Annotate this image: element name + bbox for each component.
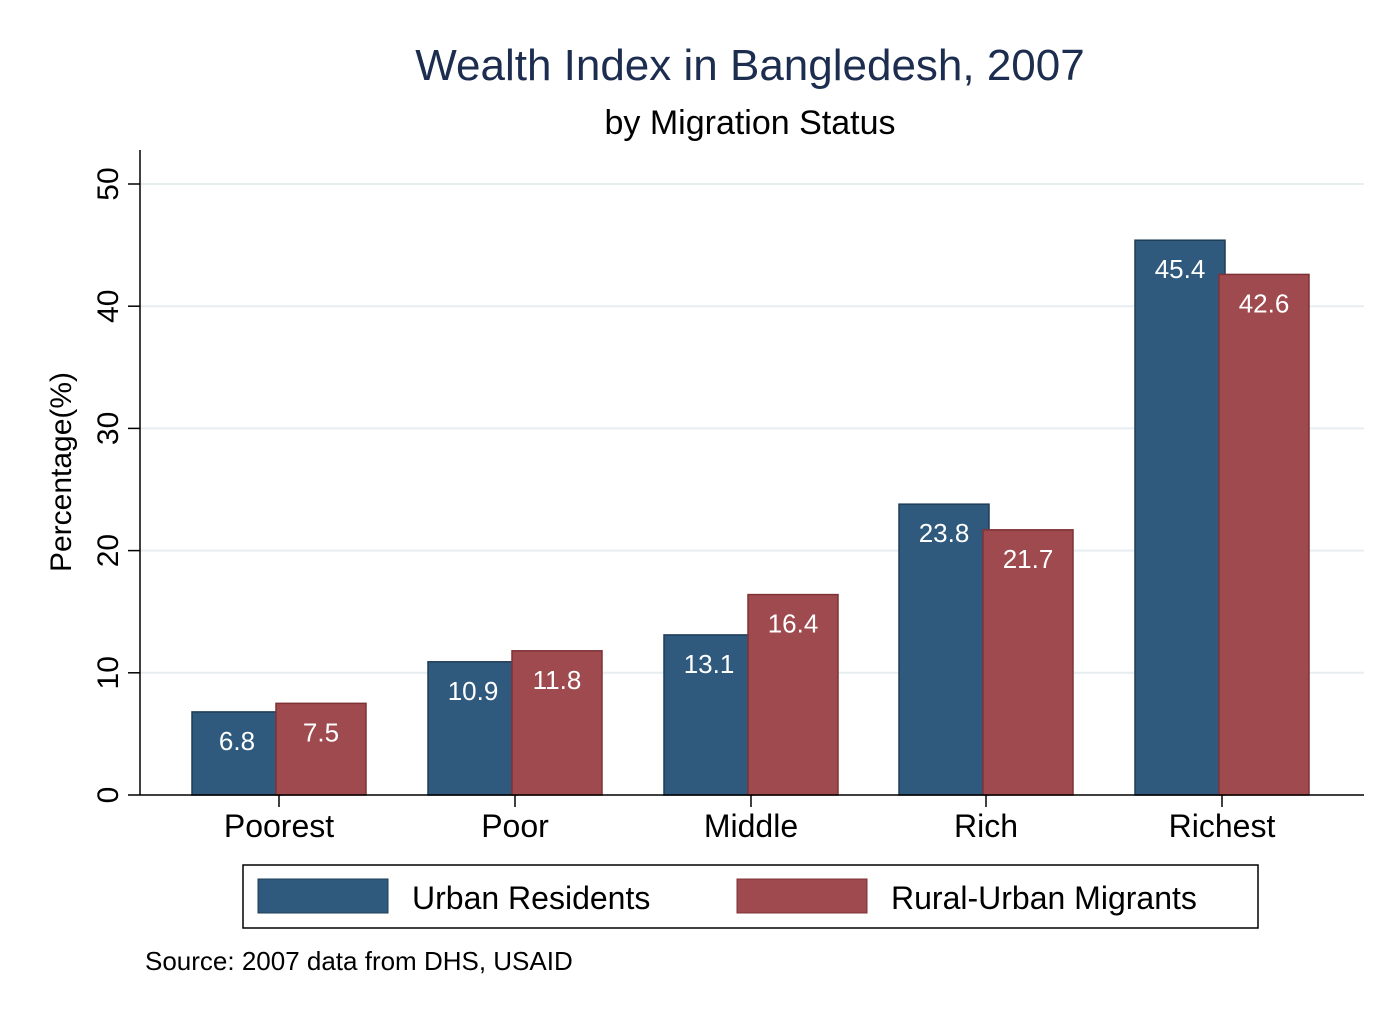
y-axis-label: Percentage(%) bbox=[45, 372, 78, 572]
chart-subtitle: by Migration Status bbox=[604, 104, 895, 142]
x-tick-label: Poorest bbox=[224, 808, 334, 844]
bar-value-label: 10.9 bbox=[448, 676, 499, 706]
bar-urban-residents-poorest bbox=[191, 711, 283, 796]
source-note: Source: 2007 data from DHS, USAID bbox=[145, 946, 573, 976]
x-tick-label: Poor bbox=[481, 808, 549, 844]
chart-title: Wealth Index in Bangledesh, 2007 bbox=[415, 41, 1084, 90]
y-tick-label: 20 bbox=[92, 534, 125, 567]
x-axis-ticks: Poorest Poor Middle Rich Richest bbox=[224, 795, 1276, 844]
bar-value-label: 6.8 bbox=[219, 726, 255, 756]
bar-value-label: 13.1 bbox=[684, 649, 735, 679]
bar-labels: 6.8 7.5 10.9 11.8 13.1 16.4 23.8 21.7 45.4 42.6 bbox=[219, 254, 1289, 756]
y-tick-label: 30 bbox=[92, 412, 125, 445]
bar-value-label: 42.6 bbox=[1239, 288, 1290, 318]
y-tick-label: 10 bbox=[92, 656, 125, 689]
legend-swatch-rural-urban-migrants bbox=[736, 878, 868, 914]
x-tick-label: Middle bbox=[704, 808, 798, 844]
bar-value-label: 16.4 bbox=[768, 609, 819, 639]
bar-value-label: 21.7 bbox=[1003, 544, 1054, 574]
bar-urban-residents-middle bbox=[663, 634, 755, 796]
legend-label-rural-urban-migrants: Rural-Urban Migrants bbox=[891, 880, 1197, 916]
y-tick-label: 0 bbox=[92, 787, 125, 804]
bars bbox=[191, 239, 1310, 796]
y-axis-ticks: 0 10 20 30 40 50 bbox=[92, 167, 140, 803]
y-tick-label: 40 bbox=[92, 290, 125, 323]
bar-urban-residents-rich bbox=[898, 503, 990, 796]
legend-swatch-urban-residents bbox=[257, 878, 389, 914]
bar-rural-urban-migrants-middle bbox=[747, 593, 839, 796]
bar-value-label: 7.5 bbox=[303, 717, 339, 747]
bar-rural-urban-migrants-poor bbox=[511, 650, 603, 796]
bar-rural-urban-migrants-richest bbox=[1218, 273, 1310, 796]
bar-urban-residents-poor bbox=[427, 661, 519, 796]
bar-rural-urban-migrants-rich bbox=[982, 529, 1074, 796]
legend-label-urban-residents: Urban Residents bbox=[412, 880, 650, 916]
legend: Urban Residents Rural-Urban Migrants bbox=[242, 864, 1259, 929]
y-tick-label: 50 bbox=[92, 167, 125, 200]
bar-value-label: 11.8 bbox=[533, 665, 582, 695]
bar-urban-residents-richest bbox=[1134, 239, 1226, 796]
x-tick-label: Richest bbox=[1169, 808, 1276, 844]
bar-value-label: 45.4 bbox=[1155, 254, 1206, 284]
bar-value-label: 23.8 bbox=[919, 518, 970, 548]
x-tick-label: Rich bbox=[954, 808, 1018, 844]
